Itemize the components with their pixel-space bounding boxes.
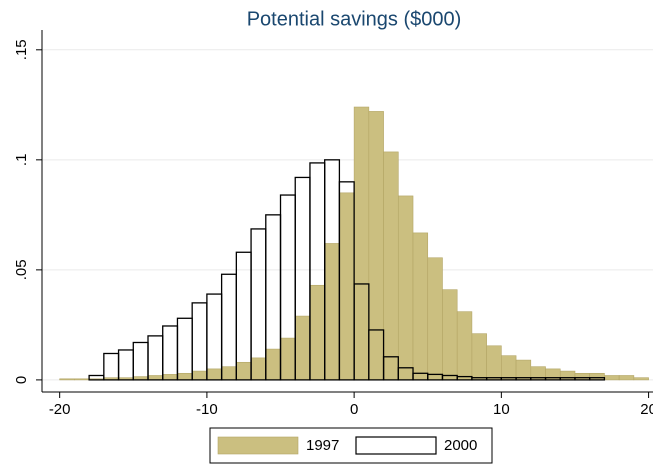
y-tick-label: .1	[13, 154, 30, 167]
bar	[368, 329, 385, 381]
bar	[382, 356, 399, 381]
bar	[618, 375, 635, 381]
bar	[338, 181, 355, 381]
bar	[604, 375, 620, 381]
bar	[441, 374, 458, 381]
bar	[265, 214, 282, 381]
x-tick-label: -10	[196, 401, 218, 418]
bar	[176, 317, 193, 381]
bar	[412, 372, 429, 381]
bar	[294, 176, 311, 381]
bar	[559, 377, 576, 381]
bar	[220, 273, 237, 381]
bar	[206, 293, 223, 381]
bar	[633, 377, 649, 381]
bar	[427, 257, 443, 381]
bar	[574, 377, 591, 381]
x-tick-label: 10	[493, 401, 510, 418]
bar	[501, 355, 517, 381]
bar	[191, 302, 208, 381]
bar	[235, 251, 252, 381]
bar	[279, 194, 296, 381]
bar	[456, 311, 473, 381]
bar	[589, 377, 606, 381]
bar	[74, 378, 90, 381]
bar	[515, 359, 532, 381]
bar	[485, 377, 503, 381]
y-tick-label: .15	[13, 39, 30, 60]
bar	[147, 335, 164, 381]
legend-swatch	[355, 436, 437, 455]
bar	[397, 195, 414, 381]
bar	[442, 289, 458, 381]
bar	[250, 228, 267, 381]
bar	[162, 325, 179, 381]
legend-label: 1997	[306, 437, 339, 454]
x-tick-label: -20	[49, 401, 71, 418]
bar	[486, 345, 502, 381]
bar	[500, 377, 517, 381]
bar	[117, 349, 134, 381]
bar	[412, 232, 429, 381]
bar	[132, 341, 149, 381]
bar	[471, 377, 488, 381]
y-tick-label: .05	[13, 259, 30, 280]
bar	[544, 377, 561, 381]
bar	[309, 162, 326, 381]
bar	[324, 159, 341, 381]
bar	[515, 377, 532, 381]
bar	[103, 352, 120, 381]
legend-swatch	[217, 436, 299, 455]
bar	[383, 151, 399, 381]
bar	[530, 377, 547, 381]
bar	[471, 333, 487, 381]
bar	[88, 374, 105, 381]
bar	[59, 378, 75, 381]
bar	[397, 367, 414, 381]
bar	[456, 375, 473, 381]
x-tick-label: 0	[350, 401, 358, 418]
bar	[427, 373, 444, 381]
chart-title: Potential savings ($000)	[247, 8, 462, 30]
legend-label: 2000	[444, 437, 477, 454]
y-tick-label: 0	[13, 376, 30, 384]
bars	[59, 106, 649, 381]
x-tick-label: 20	[640, 401, 653, 418]
axes	[41, 30, 653, 393]
bar	[353, 283, 370, 381]
